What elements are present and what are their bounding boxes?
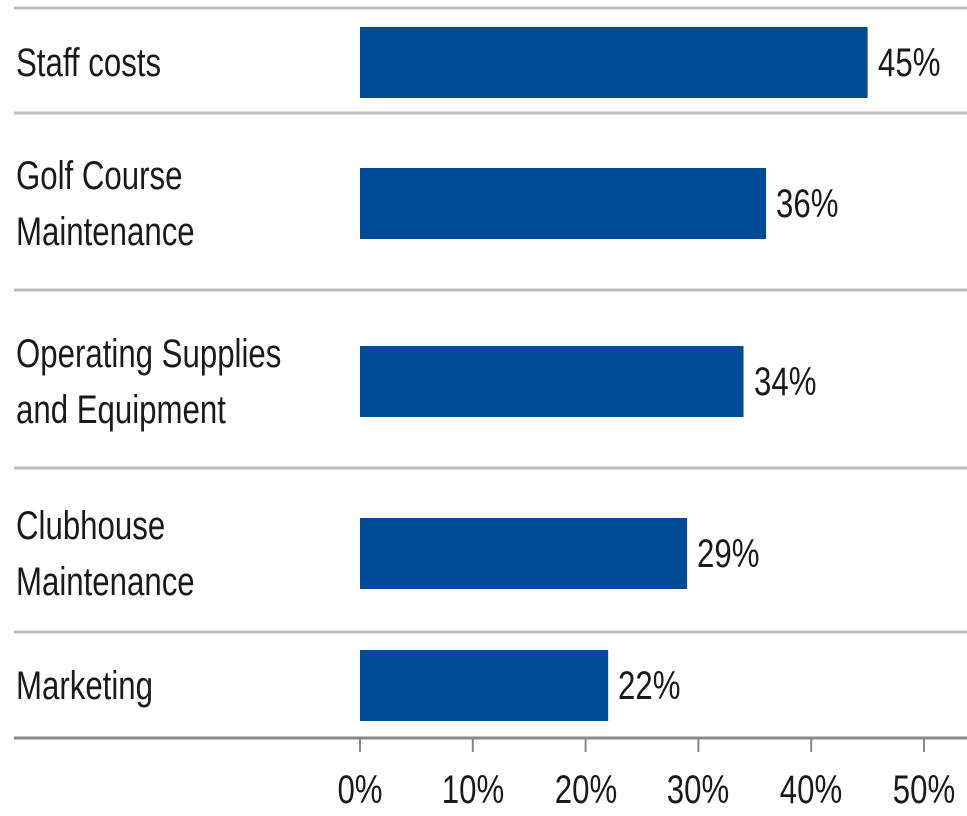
x-tick-label: 40% [779,768,843,812]
category-label: Staff costs [16,40,162,85]
bar [360,27,868,98]
x-tick-label: 10% [441,768,505,812]
category-label: Clubhouse Maintenance [16,503,195,604]
x-tick-label: 30% [667,768,730,812]
category-label: Operating Supplies and Equipment [16,331,282,432]
value-label: 34% [753,359,816,404]
category-label: Marketing [16,663,153,708]
category-label: Golf Course Maintenance [16,153,195,254]
x-tick-label: 50% [892,768,956,812]
x-tick-label: 20% [554,768,617,812]
bar [360,650,609,721]
x-tick-label: 0% [337,768,383,812]
bar [360,518,688,589]
value-label: 22% [618,663,681,708]
value-label: 45% [877,40,941,85]
value-label: 36% [776,181,839,226]
bar [360,346,744,417]
bar [360,168,767,239]
value-label: 29% [697,531,760,576]
